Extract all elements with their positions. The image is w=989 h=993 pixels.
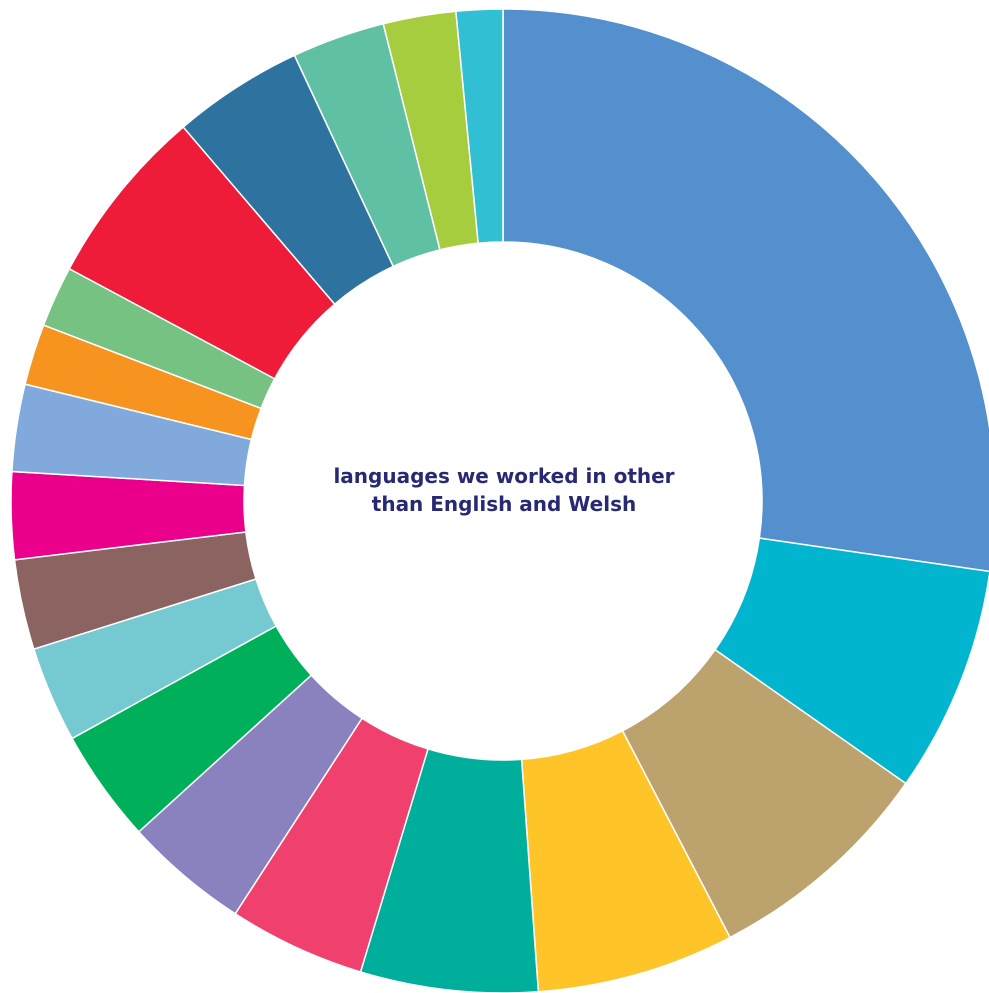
donut-slice-1 bbox=[502, 8, 989, 573]
center-label-line-2: than English and Welsh bbox=[371, 492, 637, 516]
donut-slice-19 bbox=[455, 8, 504, 245]
center-label: languages we worked in other than Englis… bbox=[294, 462, 714, 518]
donut-slices bbox=[10, 8, 989, 993]
center-label-line-1: languages we worked in other bbox=[333, 464, 675, 488]
